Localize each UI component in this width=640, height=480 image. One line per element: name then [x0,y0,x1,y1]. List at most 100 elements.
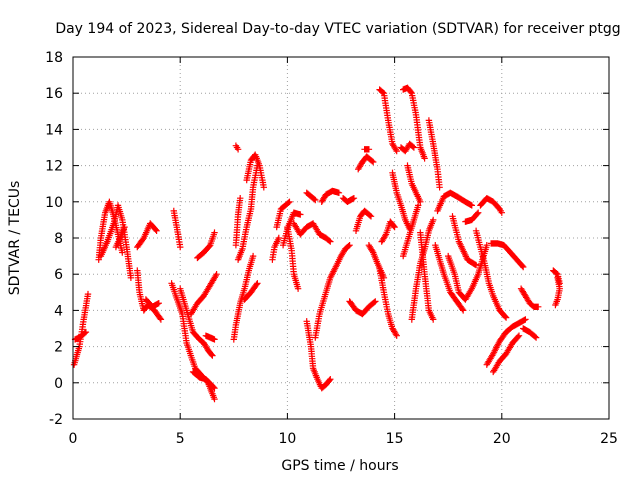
data-track [187,271,220,318]
data-track [400,202,422,260]
y-tick-label: 4 [54,303,63,319]
y-tick-label: 16 [45,86,63,102]
data-point-markers [432,242,467,314]
data-point-markers [376,265,400,339]
data-point-markers [241,280,261,303]
data-point-markers [472,227,510,321]
data-track [303,318,334,392]
data-points [70,84,563,403]
data-track [134,220,160,251]
data-point-markers [189,368,218,392]
data-point-markers [339,195,358,205]
data-track [434,189,475,215]
data-track [70,290,92,368]
data-point-markers [269,234,282,263]
data-track [352,207,375,234]
y-tick-label: 18 [45,50,63,66]
chart-title: Day 194 of 2023, Sidereal Day-to-day VTE… [55,21,620,37]
data-track [472,227,510,321]
data-track [389,169,413,233]
data-track [112,223,128,251]
data-point-markers [303,189,319,204]
x-tick-label: 5 [176,431,185,447]
data-point-markers [389,169,413,233]
data-track [232,195,244,249]
data-point-markers [517,285,542,310]
data-point-markers [234,162,261,263]
data-point-markers [520,325,540,341]
x-tick-label: 15 [386,431,404,447]
data-point-markers [230,252,257,343]
data-track [483,316,529,368]
data-track [241,280,261,303]
data-track [134,267,165,323]
data-track [170,207,184,251]
data-point-markers [194,229,218,262]
data-track [432,242,467,314]
data-point-markers [273,198,293,231]
data-track [243,151,267,191]
data-point-markers [170,207,184,251]
data-track [490,332,523,376]
data-track [339,195,358,205]
data-track [425,117,443,191]
data-track [230,252,257,343]
data-track [449,213,480,269]
data-point-markers [312,242,353,341]
x-tick-label: 10 [278,431,296,447]
data-point-markers [71,328,90,343]
data-point-markers [365,242,388,281]
data-point-markers [290,220,334,245]
data-point-markers [142,296,162,310]
data-track [232,142,242,153]
data-track [234,162,261,263]
data-track [376,86,400,155]
data-point-markers [400,202,422,260]
data-point-markers [352,207,375,234]
data-track [142,296,162,310]
data-track [355,153,377,173]
data-point-markers [232,195,244,249]
data-track [189,368,218,392]
data-point-markers [376,86,400,155]
data-point-markers [477,195,505,216]
data-point-markers [346,298,379,318]
x-tick-label: 0 [69,431,78,447]
data-track [365,242,388,281]
data-track [404,162,424,205]
data-track [303,189,319,204]
data-point-markers [112,223,128,251]
data-point-markers [279,209,304,249]
data-point-markers [417,229,437,323]
data-point-markers [243,151,267,191]
data-track [284,223,302,292]
data-track [269,234,282,263]
data-track [408,216,437,323]
data-point-markers [397,140,418,155]
data-track [346,298,379,318]
data-track [194,229,218,262]
data-point-markers [361,146,373,153]
data-track [273,198,293,231]
data-track [397,140,418,155]
data-point-markers [134,220,160,251]
data-point-markers [487,240,527,271]
data-track [400,84,428,162]
y-tick-label: 6 [54,267,63,283]
data-point-markers [318,187,343,205]
y-tick-label: 0 [54,376,63,392]
data-point-markers [425,117,443,191]
x-tick-label: 20 [493,431,511,447]
data-track [318,187,343,205]
data-track [517,285,542,310]
y-tick-label: 14 [45,122,63,138]
data-point-markers [378,218,398,245]
data-track [550,267,563,287]
y-tick-label: 10 [45,195,63,211]
data-point-markers [284,223,302,292]
data-track [487,240,527,271]
y-tick-label: -2 [49,412,63,428]
data-point-markers [303,318,334,392]
data-point-markers [462,209,482,225]
